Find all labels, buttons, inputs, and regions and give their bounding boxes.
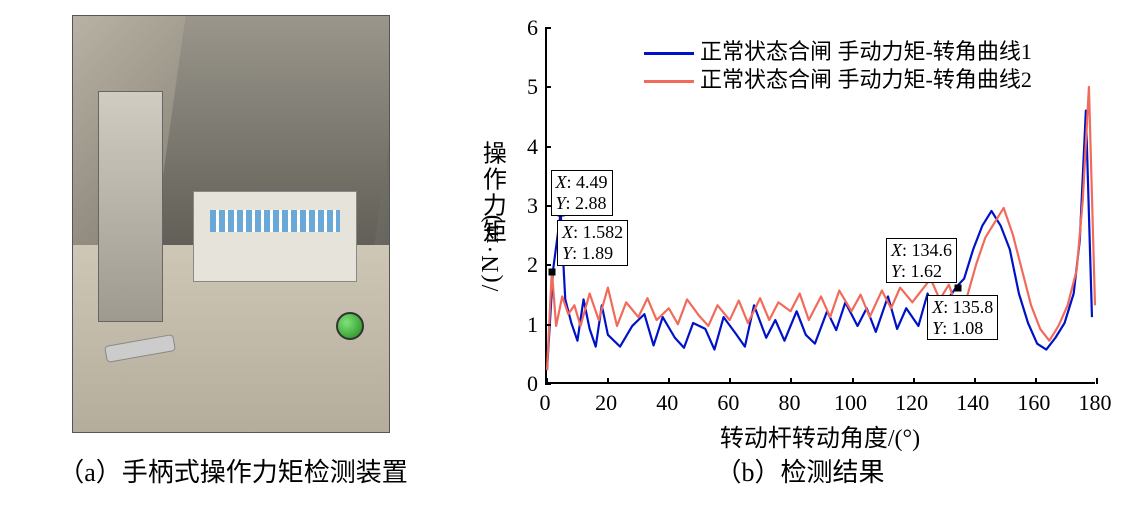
x-tick — [668, 378, 670, 384]
annotation-box: X: 134.6Y: 1.62 — [886, 238, 957, 283]
x-tick — [974, 378, 976, 384]
y-tick-label: 5 — [512, 74, 538, 100]
panel-a-caption: （a）手柄式操作力矩检测装置 — [48, 452, 418, 489]
annotation-x: X: 4.49 — [556, 172, 608, 193]
x-tick-label: 40 — [656, 390, 678, 416]
panel-b-caption: （b）检测结果 — [620, 452, 980, 489]
legend-swatch — [644, 80, 694, 83]
x-tick-label: 60 — [717, 390, 739, 416]
annotation-box: X: 135.8Y: 1.08 — [927, 295, 998, 340]
annotation-y: Y: 2.88 — [556, 193, 608, 214]
x-tick — [913, 378, 915, 384]
data-marker — [548, 268, 555, 275]
x-axis-label: 转动杆转动角度/(°) — [545, 418, 1095, 453]
y-tick — [545, 27, 551, 29]
x-tick — [790, 378, 792, 384]
annotation-box: X: 1.582Y: 1.89 — [557, 220, 628, 265]
x-tick — [729, 378, 731, 384]
x-tick-label: 0 — [540, 390, 551, 416]
y-tick-label: 6 — [512, 15, 538, 41]
y-tick — [545, 146, 551, 148]
x-tick-label: 20 — [595, 390, 617, 416]
legend-swatch — [644, 52, 694, 55]
legend-label: 正常状态合闸 手动力矩-转角曲线1 — [700, 39, 1032, 64]
annotation-y: Y: 1.08 — [932, 318, 993, 339]
x-tick-label: 100 — [834, 390, 867, 416]
x-tick-label: 140 — [956, 390, 989, 416]
annotation-x: X: 135.8 — [932, 297, 993, 318]
x-tick — [852, 378, 854, 384]
y-tick-label: 1 — [512, 312, 538, 338]
panel-a-photo — [72, 15, 390, 433]
x-tick — [1035, 378, 1037, 384]
x-tick-label: 160 — [1017, 390, 1050, 416]
series-curve1 — [547, 111, 1092, 371]
data-marker — [955, 284, 962, 291]
y-axis-label-unit: /(N·m) — [478, 213, 505, 292]
y-tick-label: 0 — [512, 371, 538, 397]
y-tick — [545, 264, 551, 266]
legend-label: 正常状态合闸 手动力矩-转角曲线2 — [700, 67, 1032, 92]
annotation-x: X: 1.582 — [562, 222, 623, 243]
y-tick-label: 2 — [512, 252, 538, 278]
y-tick — [545, 383, 551, 385]
annotation-box: X: 4.49Y: 2.88 — [551, 170, 613, 215]
x-tick-label: 180 — [1079, 390, 1112, 416]
annotation-y: Y: 1.62 — [891, 261, 952, 282]
legend-item: 正常状态合闸 手动力矩-转角曲线2 — [644, 62, 1032, 94]
y-tick-label: 3 — [512, 193, 538, 219]
x-tick — [607, 378, 609, 384]
x-tick — [1096, 378, 1098, 384]
photo-device — [193, 191, 357, 283]
panel-b-chart: 操作力矩/(N·m) 转动杆转动角度/(°) 02040608010012014… — [450, 8, 1130, 448]
annotation-x: X: 134.6 — [891, 240, 952, 261]
x-tick-label: 120 — [895, 390, 928, 416]
y-tick-label: 4 — [512, 134, 538, 160]
y-tick — [545, 324, 551, 326]
annotation-y: Y: 1.89 — [562, 243, 623, 264]
y-tick — [545, 86, 551, 88]
x-tick-label: 80 — [778, 390, 800, 416]
